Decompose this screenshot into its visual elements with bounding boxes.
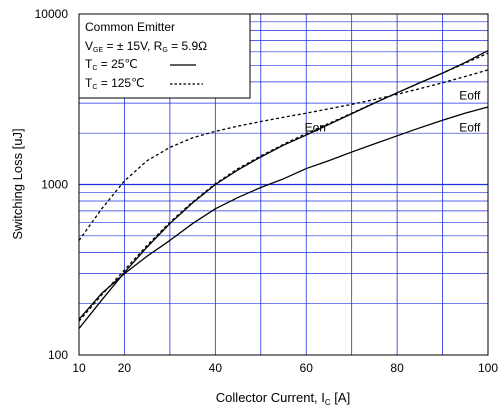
x-axis-title-unit: [A] bbox=[331, 390, 351, 405]
plot-frame bbox=[78, 13, 489, 356]
legend-v-value: = ± 15V, R bbox=[103, 39, 163, 53]
y-tick-label: 1000 bbox=[41, 178, 68, 192]
legend-tc25: TC = 25℃ bbox=[85, 57, 138, 72]
y-tick-label: 10000 bbox=[35, 7, 69, 21]
legend-box bbox=[78, 13, 251, 99]
series-group bbox=[78, 50, 489, 329]
legend-tc25-text: = 25℃ bbox=[97, 57, 138, 71]
legend-v-sub: GE bbox=[93, 47, 103, 54]
x-tick-label: 100 bbox=[478, 361, 498, 375]
legend-r-value: = 5.9Ω bbox=[168, 39, 207, 53]
legend-v-label: V bbox=[85, 39, 93, 53]
curve-annotation: Eoff bbox=[459, 120, 481, 134]
y-tick-label: 100 bbox=[48, 348, 68, 362]
x-axis-title-main: Collector Current, I bbox=[216, 390, 325, 405]
series-line-2 bbox=[78, 52, 489, 322]
legend-tc125-text: = 125℃ bbox=[97, 76, 144, 90]
series-line-3 bbox=[78, 106, 489, 320]
x-axis-title: Collector Current, IC [A] bbox=[216, 390, 350, 407]
legend-tc125-sub: C bbox=[92, 84, 97, 91]
x-tick-label: 60 bbox=[300, 361, 314, 375]
y-axis-title: Switching Loss [uJ] bbox=[10, 128, 25, 239]
legend-tc125-t: T bbox=[85, 76, 93, 90]
annotations: Eon Eoff Eoff bbox=[305, 89, 481, 135]
legend-tc125: TC = 125℃ bbox=[85, 76, 145, 91]
tick-labels: 10 20 40 60 80 100 100 1000 10000 bbox=[35, 7, 499, 375]
x-tick-label: 40 bbox=[209, 361, 223, 375]
legend: Common Emitter VGE = ± 15V, RG = 5.9Ω TC… bbox=[78, 13, 251, 99]
grid bbox=[79, 14, 488, 355]
series-line-1 bbox=[78, 50, 489, 329]
x-axis-title-sub: C bbox=[325, 398, 331, 407]
x-tick-label: 20 bbox=[118, 361, 132, 375]
legend-title: Common Emitter bbox=[85, 20, 175, 34]
x-tick-label: 80 bbox=[390, 361, 404, 375]
curve-annotation: Eoff bbox=[459, 89, 481, 103]
curve-annotation: Eon bbox=[305, 120, 326, 134]
legend-tc25-t: T bbox=[85, 57, 93, 71]
series-line-4 bbox=[78, 69, 489, 241]
legend-r-sub: G bbox=[162, 47, 167, 54]
legend-conditions: VGE = ± 15V, RG = 5.9Ω bbox=[85, 39, 207, 54]
legend-tc25-sub: C bbox=[92, 65, 97, 72]
x-tick-label: 10 bbox=[72, 361, 86, 375]
